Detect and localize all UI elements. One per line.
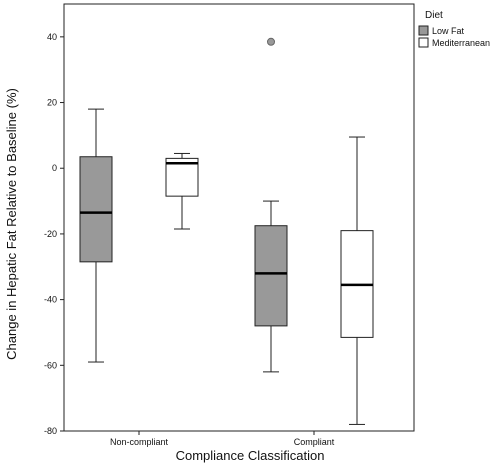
interquartile-box bbox=[165, 157, 199, 197]
outlier-point bbox=[267, 37, 275, 46]
legend: Diet Low Fat Mediterranean bbox=[418, 10, 490, 48]
legend-title: Diet bbox=[425, 10, 443, 21]
box-mediterranean-compliant bbox=[340, 136, 374, 425]
interquartile-box bbox=[79, 156, 113, 263]
plot-area: 40 20 0 -20 -40 -60 -80 Non-compliant Compliant bbox=[44, 3, 415, 447]
plot-frame bbox=[63, 3, 415, 432]
y-tick-label: 20 bbox=[47, 98, 57, 108]
y-tick-label: 40 bbox=[47, 32, 57, 42]
box-low-fat-non-compliant bbox=[79, 108, 113, 363]
interquartile-box bbox=[254, 225, 288, 327]
legend-swatch bbox=[418, 25, 429, 36]
y-axis-title: Change in Hepatic Fat Relative to Baseli… bbox=[4, 88, 19, 360]
y-tick-label: -80 bbox=[44, 426, 57, 436]
box-low-fat-compliant bbox=[254, 37, 288, 373]
y-tick-label: -40 bbox=[44, 295, 57, 305]
y-tick-label: 0 bbox=[52, 163, 57, 173]
x-tick-label: Non-compliant bbox=[110, 437, 169, 447]
x-axis-title: Compliance Classification bbox=[176, 448, 325, 463]
legend-swatch bbox=[418, 37, 429, 48]
x-tick-label: Compliant bbox=[294, 437, 335, 447]
box-mediterranean-non-compliant bbox=[165, 152, 199, 230]
y-tick-label: -60 bbox=[44, 360, 57, 370]
y-tick-label: -20 bbox=[44, 229, 57, 239]
legend-entry-label: Low Fat bbox=[432, 26, 465, 36]
legend-entry-label: Mediterranean bbox=[432, 38, 490, 48]
